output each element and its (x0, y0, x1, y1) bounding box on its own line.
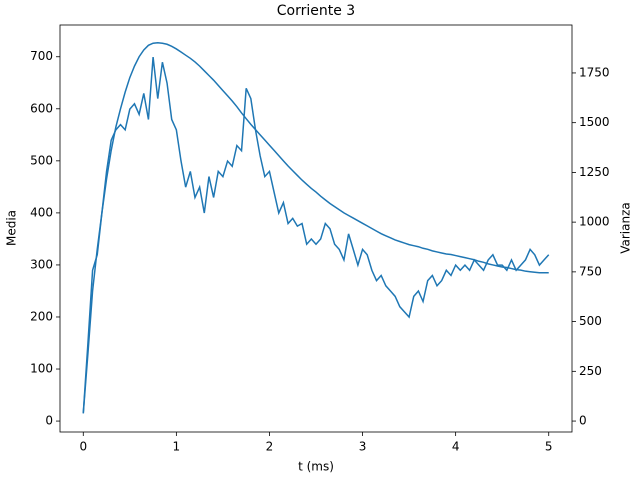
y-tick-label: 0 (45, 414, 53, 428)
x-tick-label: 1 (173, 440, 181, 454)
y2-tick-label: 1250 (579, 165, 610, 179)
y2-tick-label: 1000 (579, 215, 610, 229)
y2-tick-label: 0 (579, 414, 587, 428)
plot-frame (59, 24, 573, 433)
line (82, 41, 549, 414)
x-tick-label: 2 (266, 440, 274, 454)
x-tick-label: 3 (359, 440, 367, 454)
line (82, 56, 550, 414)
y-tick-label: 600 (30, 101, 53, 115)
x-axis-label: t (ms) (298, 460, 334, 474)
y-axis-label: Media (5, 210, 19, 246)
chart-title: Corriente 3 (277, 3, 355, 19)
y2-tick-label: 500 (579, 314, 602, 328)
x-tick-label: 4 (452, 440, 460, 454)
y-tick-label: 500 (30, 153, 53, 167)
y-tick-label: 200 (30, 309, 53, 323)
x-tick-label: 5 (545, 440, 553, 454)
y-tick-label: 400 (30, 205, 53, 219)
x-tick-label: 0 (79, 440, 87, 454)
y2-tick-label: 1750 (579, 65, 610, 79)
y2-tick-label: 1500 (579, 115, 610, 129)
y-tick-label: 100 (30, 362, 53, 376)
y2-tick-label: 250 (579, 364, 602, 378)
y-tick-label: 300 (30, 257, 53, 271)
y2-tick-label: 750 (579, 264, 602, 278)
y2-axis-label: Varianza (619, 202, 633, 254)
y-tick-label: 700 (30, 49, 53, 63)
